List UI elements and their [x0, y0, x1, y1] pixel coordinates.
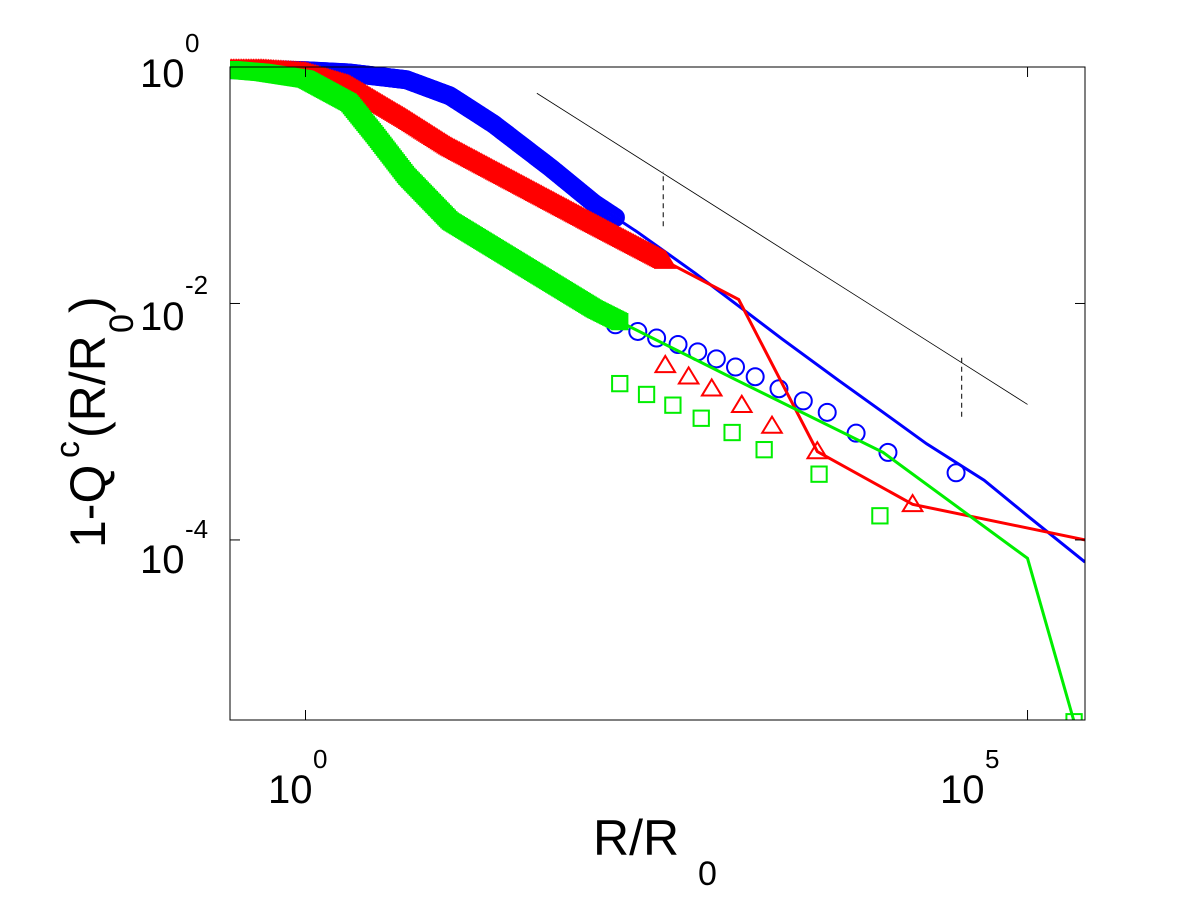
svg-text:-4: -4	[185, 514, 208, 544]
svg-text:5: 5	[985, 744, 999, 774]
svg-text:10: 10	[140, 52, 185, 96]
series-red-marker	[805, 440, 829, 460]
series-red-line	[230, 68, 1085, 542]
series-red-marker	[730, 393, 754, 413]
y-tick-label-1: 10 0	[140, 28, 199, 96]
svg-text:10: 10	[140, 538, 185, 582]
series-blue-marker	[628, 321, 648, 341]
series-red-marker	[901, 493, 925, 513]
reference-slope-line	[536, 92, 1028, 405]
series-blue-marker	[817, 402, 837, 422]
series-blue-line	[230, 68, 1085, 564]
series-red-marker	[677, 365, 701, 385]
series-green	[230, 60, 1083, 720]
svg-text:0: 0	[313, 744, 327, 774]
series-blue-marker	[846, 423, 866, 443]
series-blue-marker	[946, 463, 966, 483]
series-green-marker	[611, 374, 629, 393]
series-group	[230, 58, 1085, 720]
y-axis-title: 1-Q c (R/R 0 )	[49, 296, 141, 548]
svg-text:c: c	[49, 441, 87, 458]
series-blue	[230, 60, 1085, 564]
series-red-marker	[760, 414, 784, 434]
series-blue-marker	[647, 328, 667, 348]
series-green-marker	[723, 423, 741, 442]
svg-text:-2: -2	[185, 270, 208, 300]
svg-text:10: 10	[940, 768, 985, 812]
svg-text:R/R: R/R	[593, 810, 679, 866]
x-tick-label-2: 10 5	[940, 744, 999, 812]
series-blue-marker	[706, 349, 726, 369]
series-blue-marker	[745, 367, 765, 387]
series-green-marker	[611, 312, 629, 331]
series-blue-marker	[668, 334, 688, 354]
svg-text:10: 10	[268, 768, 313, 812]
series-blue-marker	[726, 357, 746, 377]
series-blue-marker	[793, 391, 813, 411]
series-green-line	[230, 68, 1076, 720]
x-axis-title: R/R 0	[593, 810, 717, 893]
series-green-marker	[692, 409, 710, 427]
axis-ticks	[230, 66, 1085, 720]
chart-marks	[230, 58, 1085, 720]
series-red-marker	[653, 354, 677, 374]
series-green-marker	[664, 396, 682, 414]
svg-text:0: 0	[185, 28, 199, 58]
svg-text:(R/R: (R/R	[60, 335, 116, 438]
series-blue-marker	[878, 442, 898, 462]
svg-text:0: 0	[698, 855, 717, 893]
series-red-marker	[700, 377, 724, 397]
plot-frame	[229, 66, 1086, 721]
svg-text:): )	[60, 296, 116, 313]
series-green-marker	[755, 441, 773, 459]
series-red-marker	[653, 249, 677, 269]
y-tick-label-2: 10 -2	[140, 270, 208, 339]
svg-text:1-Q: 1-Q	[60, 465, 116, 548]
series-red	[230, 58, 1085, 542]
x-tick-label-1: 10 0	[268, 744, 327, 812]
series-green-marker	[810, 465, 828, 483]
y-tick-label-3: 10 -4	[140, 514, 208, 582]
series-green-marker	[637, 385, 656, 404]
svg-text:10: 10	[140, 295, 185, 339]
series-green-marker	[1065, 713, 1083, 720]
series-green-marker	[871, 507, 889, 525]
svg-text:0: 0	[103, 314, 141, 333]
